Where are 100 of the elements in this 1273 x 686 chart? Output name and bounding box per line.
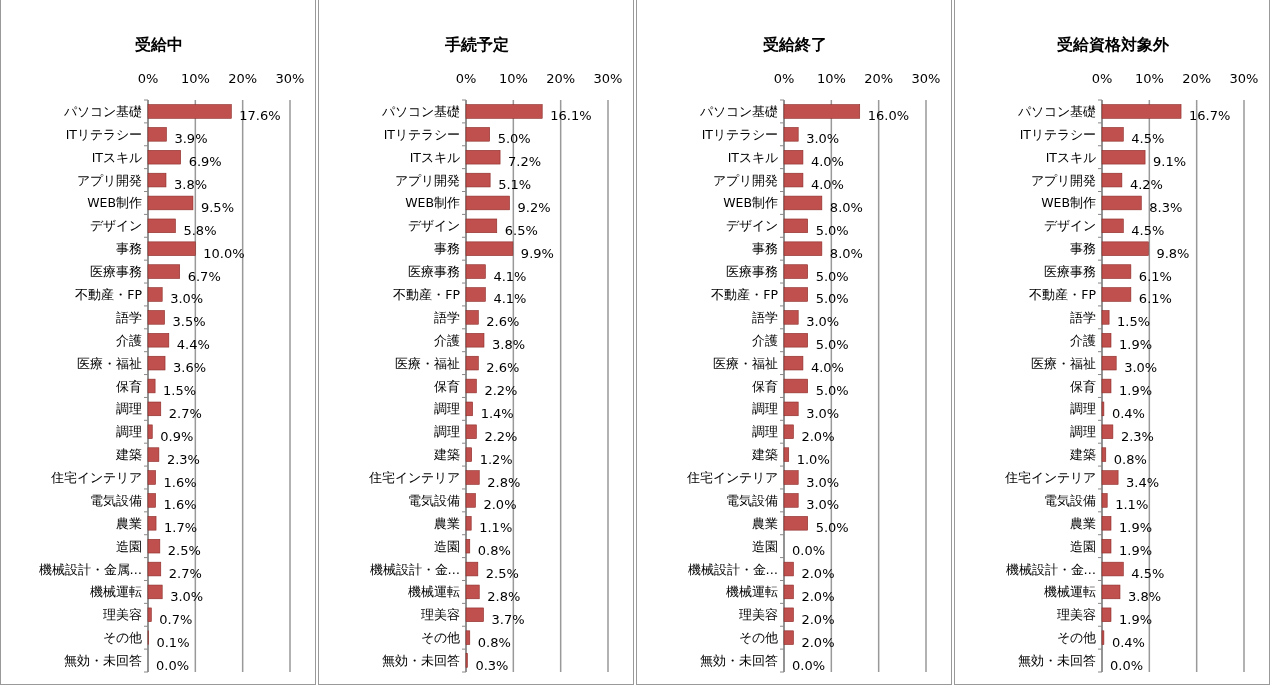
data-label: 1.5%	[1117, 314, 1151, 330]
data-label: 0.9%	[160, 428, 194, 444]
y-tick-label: 理美容	[1057, 607, 1096, 623]
y-tick-label: 保育	[116, 378, 142, 394]
data-label: 1.4%	[480, 405, 514, 421]
data-label: 4.2%	[1129, 177, 1163, 193]
y-tick-label: 電気設備	[90, 492, 142, 508]
data-label: 2.0%	[801, 428, 835, 444]
y-tick-label: 理美容	[739, 607, 778, 623]
y-tick-label: 調理	[116, 424, 142, 440]
data-label: 1.7%	[164, 520, 198, 536]
data-label: 4.1%	[493, 291, 527, 307]
y-tick-label: ITスキル	[1045, 149, 1096, 165]
y-tick-label: 事務	[116, 241, 142, 257]
y-tick-label: その他	[1057, 630, 1096, 646]
data-label: 4.5%	[1131, 566, 1165, 582]
y-tick-label: 医療事務	[726, 264, 778, 280]
data-label: 16.1%	[550, 108, 592, 124]
y-tick-label: デザイン	[1044, 218, 1096, 234]
x-tick-label: 30%	[593, 71, 623, 86]
data-label: 2.7%	[168, 566, 202, 582]
y-tick-label: 住宅インテリア	[50, 470, 142, 486]
chart-title: 受給終了	[762, 35, 827, 54]
y-tick-label: 医療事務	[1044, 264, 1096, 280]
data-label: 0.4%	[1111, 634, 1145, 650]
data-label: 1.5%	[163, 383, 197, 398]
x-tick-label: 0%	[455, 71, 477, 86]
y-tick-label: 医療・福祉	[395, 355, 460, 371]
y-tick-label: 建築	[751, 447, 778, 463]
y-tick-label: ITリテラシー	[65, 126, 142, 142]
y-tick-label: 住宅インテリア	[1004, 470, 1096, 486]
y-tick-label: 機械設計・金…	[687, 561, 778, 577]
y-tick-label: 介護	[752, 332, 778, 348]
y-tick-label: 介護	[116, 332, 142, 348]
y-tick-label: 機械設計・金…	[1005, 561, 1096, 577]
y-tick-label: 造園	[1070, 538, 1096, 554]
data-label: 1.9%	[1118, 337, 1153, 353]
y-tick-label: 機械運転	[90, 584, 142, 600]
data-label: 2.0%	[801, 566, 835, 582]
data-label: 9.8%	[1156, 245, 1190, 261]
data-label: 1.1%	[479, 520, 513, 536]
y-tick-label: ITスキル	[727, 149, 778, 165]
data-label: 3.0%	[1124, 360, 1158, 376]
chart-title: 受給中	[134, 35, 183, 54]
data-label: 7.2%	[508, 154, 542, 170]
data-label: 3.0%	[806, 131, 840, 147]
data-label: 9.9%	[520, 245, 554, 261]
y-tick-label: 調理	[116, 401, 142, 417]
data-label: 1.9%	[1118, 611, 1153, 627]
y-tick-label: 理美容	[103, 607, 142, 623]
data-label: 3.8%	[1127, 588, 1162, 604]
data-label: 2.2%	[484, 428, 518, 444]
x-tick-label: 10%	[1134, 71, 1164, 86]
y-tick-label: 調理	[434, 424, 460, 440]
y-tick-label: 電気設備	[1044, 492, 1096, 508]
x-tick-label: 0%	[137, 71, 159, 86]
y-tick-label: 建築	[1069, 447, 1096, 463]
data-label: 6.1%	[1138, 291, 1172, 307]
data-label: 10.0%	[203, 245, 245, 261]
data-label: 2.3%	[1120, 428, 1154, 444]
y-tick-label: 事務	[434, 241, 460, 257]
data-label: 2.6%	[486, 360, 520, 376]
y-tick-label: 調理	[1070, 424, 1096, 440]
y-tick-label: デザイン	[726, 218, 778, 234]
y-tick-label: 農業	[116, 515, 142, 531]
data-label: 3.8%	[173, 177, 208, 193]
data-label: 9.2%	[517, 199, 551, 215]
data-label: 2.0%	[483, 497, 517, 513]
y-tick-label: 語学	[434, 309, 460, 325]
data-label: 3.0%	[170, 588, 204, 604]
y-tick-label: ITリテラシー	[383, 126, 460, 142]
y-tick-label: 建築	[433, 447, 460, 463]
data-label: 5.0%	[497, 131, 531, 147]
y-tick-label: 機械設計・金…	[369, 561, 460, 577]
data-label: 3.4%	[1126, 474, 1160, 490]
x-tick-label: 10%	[498, 71, 528, 86]
chart-title: 受給資格対象外	[1056, 35, 1170, 54]
data-label: 2.0%	[801, 588, 835, 604]
data-label: 9.5%	[200, 199, 234, 215]
x-tick-label: 30%	[275, 71, 305, 86]
y-tick-label: 語学	[752, 309, 778, 325]
data-label: 4.0%	[810, 177, 844, 193]
data-label: 5.8%	[183, 222, 217, 238]
data-label: 4.0%	[810, 360, 844, 376]
y-tick-label: その他	[421, 630, 460, 646]
y-tick-label: 機械運転	[1044, 584, 1096, 600]
y-tick-label: 調理	[752, 424, 778, 440]
y-tick-label: 農業	[434, 515, 460, 531]
data-label: 2.7%	[168, 405, 202, 421]
y-tick-label: 理美容	[421, 607, 460, 623]
y-tick-label: 住宅インテリア	[368, 470, 460, 486]
data-label: 1.0%	[796, 451, 830, 467]
data-label: 1.2%	[479, 451, 513, 467]
y-tick-label: パソコン基礎	[381, 103, 460, 119]
y-tick-label: ITスキル	[91, 149, 142, 165]
x-tick-label: 20%	[546, 71, 576, 86]
data-label: 5.0%	[815, 520, 849, 536]
y-tick-label: ITスキル	[409, 149, 460, 165]
data-label: 3.0%	[806, 405, 840, 421]
y-tick-label: 無効・未回答	[700, 653, 778, 669]
